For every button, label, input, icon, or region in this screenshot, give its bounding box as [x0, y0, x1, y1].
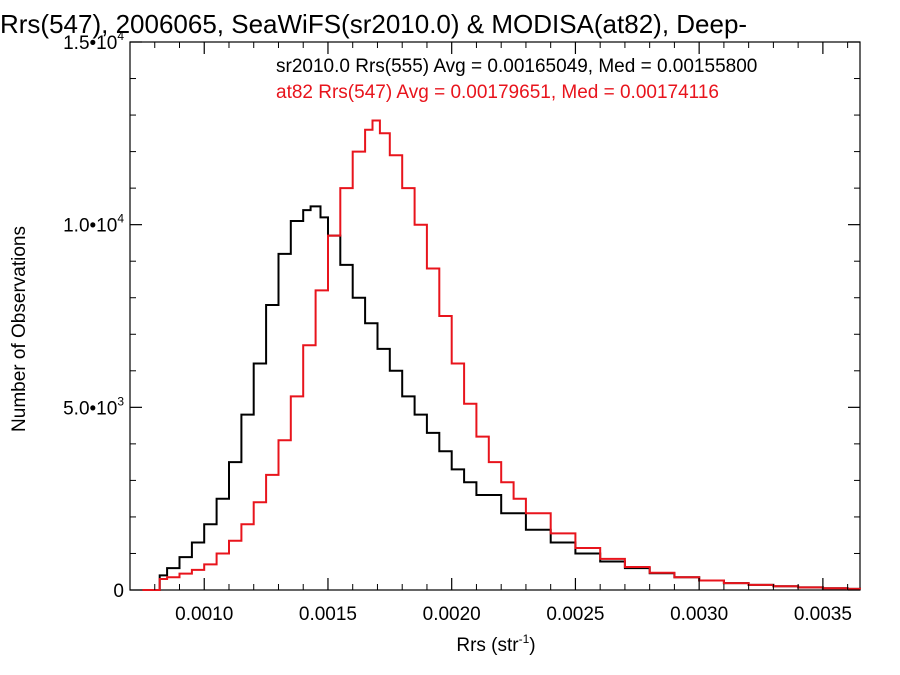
- x-tick-label: 0.0030: [670, 604, 728, 625]
- y-axis-label: Number of Observations: [9, 226, 30, 432]
- x-tick-label: 0.0020: [423, 604, 481, 625]
- annotation-sr2010: sr2010.0 Rrs(555) Avg = 0.00165049, Med …: [276, 56, 757, 77]
- y-tick-label: 5.0•103: [63, 394, 124, 419]
- y-tick-label: 0: [113, 581, 124, 602]
- annotation-at82: at82 Rrs(547) Avg = 0.00179651, Med = 0.…: [276, 82, 719, 103]
- series-line-0: [142, 205, 861, 591]
- y-tick-label: 1.0•104: [63, 212, 124, 237]
- x-axis-label-end: ): [529, 635, 535, 656]
- x-tick-label: 0.0015: [299, 604, 357, 625]
- x-axis-label-sup: -1: [519, 632, 530, 646]
- x-tick-label: 0.0010: [175, 604, 233, 625]
- x-axis-label: Rrs (str-1): [456, 632, 535, 656]
- y-tick-label: 1.5•104: [63, 29, 124, 54]
- x-tick-label: 0.0025: [546, 604, 604, 625]
- y-axis: 0 5.0•103 1.0•104 1.5•104: [63, 29, 860, 602]
- plot-frame: [129, 41, 861, 591]
- plot-area: [129, 41, 861, 591]
- series-line-1: [142, 119, 861, 591]
- series-layer: [142, 119, 861, 591]
- x-axis-label-base: Rrs (str: [456, 635, 519, 656]
- x-tick-label: 0.0035: [794, 604, 852, 625]
- chart-title: Rrs(547), 2006065, SeaWiFS(sr2010.0) & M…: [0, 9, 747, 39]
- x-axis: 0.0010 0.0015 0.0020 0.0025 0.0030 0.0035: [154, 42, 852, 625]
